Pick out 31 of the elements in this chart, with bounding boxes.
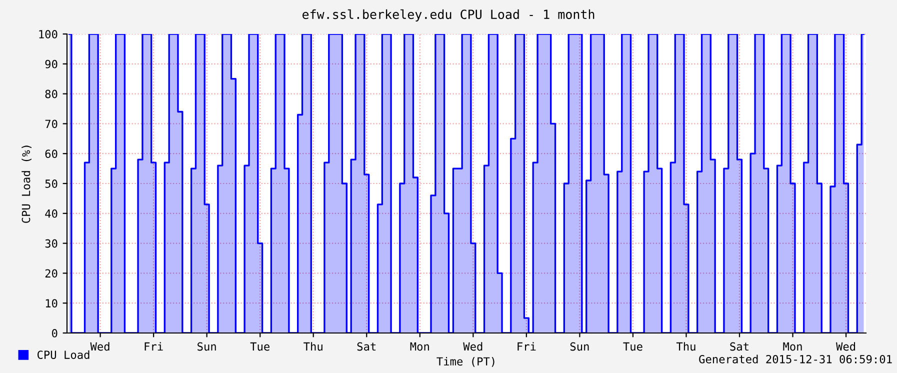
x-axis-title: Time (PT) (436, 356, 494, 367)
y-tick-label: 30 (45, 239, 58, 248)
x-tick-label: Fri (144, 342, 163, 351)
x-tick-label: Thu (304, 342, 322, 351)
y-tick-label: 70 (45, 120, 58, 128)
y-axis-title: CPU Load (%) (22, 146, 32, 223)
y-tick-label: 80 (45, 90, 58, 98)
x-tick-label: Wed (836, 342, 856, 351)
x-tick-label: Mon (410, 342, 429, 351)
x-tick-label: Fri (518, 342, 536, 351)
y-tick-label: 50 (45, 180, 58, 188)
y-tick-label: 60 (45, 150, 58, 158)
x-tick-label: Thu (676, 342, 696, 351)
y-tick-label: 40 (45, 209, 58, 218)
legend-label: CPU Load (38, 350, 90, 359)
text: Generated 2015-12-31 06:59:01 (699, 354, 892, 364)
y-tick-label: 0 (52, 329, 58, 338)
x-tick-label: Mon (783, 342, 802, 351)
x-tick-label: Tue (250, 342, 270, 351)
x-tick-label: Tue (623, 342, 642, 351)
x-tick-label: Sun (198, 342, 216, 351)
y-tick-label: 90 (45, 60, 58, 68)
x-tick-label: Sun (570, 342, 589, 351)
y-tick-label: 100 (39, 30, 58, 38)
x-tick-label: Sat (357, 342, 376, 351)
y-tick-label: 10 (46, 299, 58, 308)
x-tick-label: Sat (730, 342, 748, 351)
chart-title: efw.ssl.berkeley.edu CPU Load - 1 month (302, 9, 594, 22)
x-tick-label: Wed (90, 342, 110, 351)
y-tick-label: 20 (45, 269, 58, 278)
x-tick-label: Wed (463, 342, 482, 351)
